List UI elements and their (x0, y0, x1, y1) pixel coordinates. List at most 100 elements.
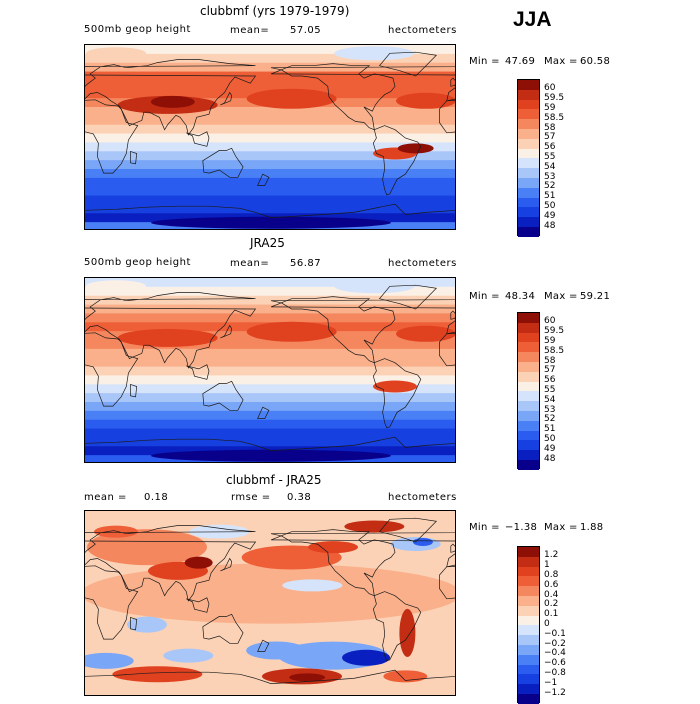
contour-band (85, 107, 455, 117)
panel-2-max-label: Max = (544, 291, 578, 302)
contour-band (85, 357, 455, 368)
diff-max (308, 541, 358, 554)
contour-band (85, 313, 455, 323)
coastline (450, 310, 455, 320)
panel-3-units: hectometers (388, 492, 457, 503)
colorbar-swatch (518, 197, 539, 208)
colorbar-label: 50 (544, 433, 556, 444)
colorbar-swatch (518, 187, 539, 199)
contour-band (85, 160, 455, 170)
panel-3-map (84, 510, 456, 696)
panel-1-min-label: Min = (469, 56, 500, 67)
colorbar-label: 54 (544, 394, 556, 405)
coastline (450, 543, 455, 553)
subtropical-high (396, 325, 455, 342)
coastline (130, 150, 138, 165)
colorbar-label: 0.2 (544, 599, 559, 610)
panel-3-rmse-label: rmse = (231, 492, 271, 503)
contour-band (85, 124, 455, 135)
contour-band (85, 366, 455, 377)
colorbar-label: 49 (544, 443, 556, 454)
colorbar-label: 59 (544, 102, 556, 113)
coastline (372, 358, 422, 429)
panel-2-map (84, 277, 456, 463)
colorbar-swatch (518, 674, 539, 685)
coastline (378, 517, 438, 543)
colorbar-label: 48 (544, 453, 556, 464)
colorbar-label: −0.2 (544, 638, 566, 649)
colorbar-swatch (518, 313, 539, 324)
contour-band (85, 186, 455, 197)
colorbar-label: 0.6 (544, 579, 559, 590)
diff-zone (87, 529, 207, 566)
diff-min (246, 641, 307, 660)
colorbar-swatch (518, 99, 539, 110)
colorbar-swatch (518, 89, 539, 101)
diff-zone (85, 563, 455, 624)
panel-2-title: JRA25 (250, 236, 285, 250)
contour-band (85, 437, 455, 447)
colorbar-swatch (518, 430, 539, 441)
coastline (450, 77, 455, 87)
diff-min (282, 579, 343, 592)
coastline (220, 557, 233, 572)
colorbar-swatch (518, 217, 539, 228)
colorbar-label: 51 (544, 424, 556, 435)
coastline (186, 597, 210, 613)
diff-max (184, 556, 213, 569)
panel-3-title: clubbmf - JRA25 (226, 473, 322, 487)
colorbar-swatch (518, 440, 539, 451)
coastline (202, 380, 244, 411)
contour-band (85, 348, 455, 359)
coastline (378, 284, 438, 310)
contour-band (85, 419, 455, 430)
colorbar-swatch (518, 391, 539, 402)
antarctic-low (151, 216, 391, 229)
coastline (378, 51, 438, 77)
colorbar-swatch (518, 615, 539, 626)
polar-low (86, 47, 146, 60)
polar-low (334, 46, 415, 61)
subtropical-high (246, 321, 337, 342)
contour-band (85, 142, 455, 152)
coastline (280, 296, 396, 364)
colorbar-swatch (518, 586, 539, 597)
panel-3-rmse-value: 0.38 (287, 492, 312, 503)
colorbar-label: 1 (544, 560, 550, 571)
colorbar-label: 58.5 (544, 345, 565, 356)
panel-3-min-value: −1.38 (505, 522, 538, 533)
diff-max (94, 525, 138, 538)
subtropical-high (373, 380, 417, 393)
coastline (85, 565, 139, 640)
coastline-antarctica (85, 203, 455, 218)
colorbar-swatch (518, 342, 539, 353)
contour-band (85, 195, 455, 206)
colorbar-label: 59.5 (544, 93, 565, 104)
colorbar-box (517, 546, 540, 704)
colorbar-swatch (518, 109, 539, 120)
colorbar-swatch (518, 694, 539, 704)
colorbar-label: 50 (544, 200, 556, 211)
coastline (186, 364, 210, 380)
coastline (202, 613, 244, 644)
coastline (186, 131, 210, 147)
colorbar-swatch (518, 556, 539, 568)
colorbar-swatch (518, 450, 539, 461)
colorbar-label: 56 (544, 142, 556, 153)
panel-2-variable: 500mb geop height (84, 257, 191, 268)
coastline (202, 147, 244, 178)
coastline (280, 63, 396, 131)
panel-3-max-value: 1.88 (580, 522, 604, 533)
coastline (372, 125, 422, 196)
colorbar-label: −1 (544, 677, 558, 688)
colorbar-label: 60 (544, 316, 556, 327)
diff-max (344, 520, 405, 533)
diff-min (85, 652, 134, 669)
colorbar-swatch (518, 684, 539, 695)
coastline (257, 173, 270, 186)
panel-1-units: hectometers (388, 25, 457, 36)
colorbar-label: −0.6 (544, 658, 566, 669)
colorbar-label: 60 (544, 83, 556, 94)
contour-band (85, 278, 455, 288)
coastline-antarctica (85, 436, 455, 451)
